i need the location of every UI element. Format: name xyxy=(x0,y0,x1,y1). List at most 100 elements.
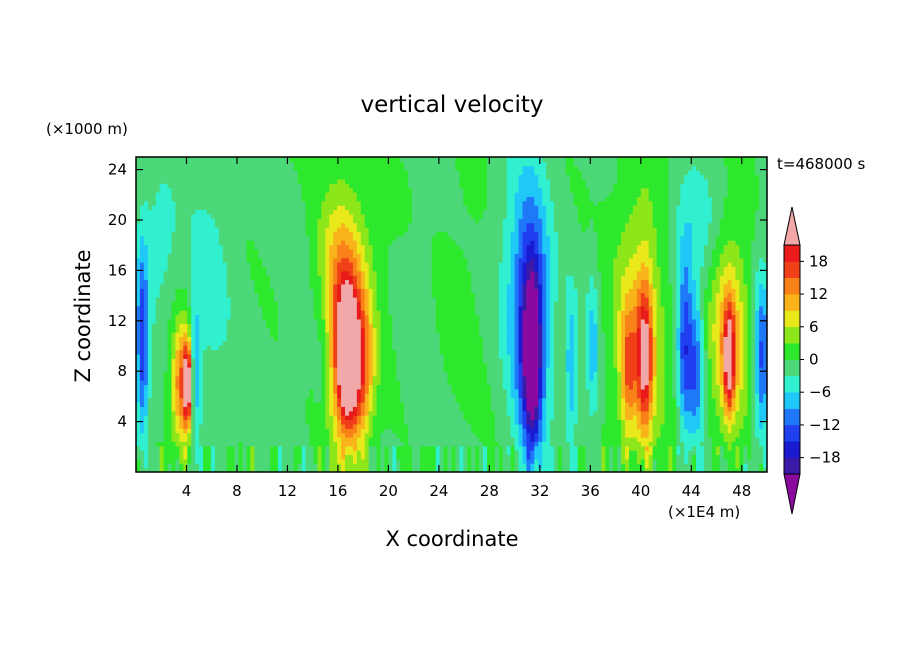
heatmap-cell xyxy=(652,367,658,372)
heatmap-cell xyxy=(171,406,177,412)
heatmap-cell xyxy=(656,450,662,456)
heatmap-cell xyxy=(183,463,188,469)
heatmap-cell xyxy=(506,402,512,407)
heatmap-cell xyxy=(668,423,673,429)
heatmap-cell xyxy=(431,467,437,472)
heatmap-cell xyxy=(392,388,397,394)
heatmap-cell xyxy=(214,345,220,351)
heatmap-cell xyxy=(676,349,681,355)
heatmap-cell xyxy=(293,406,299,412)
heatmap-cell xyxy=(475,393,480,399)
heatmap-cell xyxy=(345,393,350,399)
heatmap-cell xyxy=(254,345,259,351)
heatmap-cell xyxy=(412,419,417,425)
heatmap-cell xyxy=(333,388,338,394)
heatmap-cell xyxy=(348,445,354,451)
heatmap-cell xyxy=(707,463,713,469)
heatmap-cell xyxy=(250,358,255,364)
heatmap-cell xyxy=(151,384,157,390)
heatmap-cell xyxy=(210,463,216,469)
heatmap-cell xyxy=(439,336,445,342)
heatmap-cell xyxy=(597,410,602,416)
heatmap-cell xyxy=(218,406,224,412)
heatmap-cell xyxy=(479,340,484,346)
heatmap-cell xyxy=(305,367,311,372)
heatmap-cell xyxy=(494,463,500,469)
heatmap-cell xyxy=(337,428,342,434)
heatmap-cell xyxy=(644,450,650,456)
heatmap-cell xyxy=(159,419,165,425)
heatmap-cell xyxy=(404,445,409,451)
heatmap-cell xyxy=(234,371,240,377)
heatmap-cell xyxy=(621,380,626,386)
heatmap-cell xyxy=(475,340,480,346)
heatmap-cell xyxy=(593,432,599,438)
heatmap-cell xyxy=(380,384,386,390)
heatmap-cell xyxy=(463,353,468,359)
heatmap-cell xyxy=(416,406,421,412)
heatmap-cell xyxy=(147,463,153,469)
heatmap-cell xyxy=(723,358,729,364)
heatmap-cell xyxy=(242,388,248,394)
heatmap-cell xyxy=(486,362,492,368)
heatmap-cell xyxy=(613,367,618,372)
heatmap-cell xyxy=(416,336,421,342)
heatmap-cell xyxy=(143,458,149,464)
heatmap-cell xyxy=(518,415,524,421)
heatmap-cell xyxy=(396,415,401,421)
heatmap-cell xyxy=(337,441,342,447)
heatmap-cell xyxy=(585,419,591,425)
heatmap-cell xyxy=(175,336,180,342)
heatmap-cell xyxy=(609,358,614,364)
heatmap-cell xyxy=(191,463,196,469)
heatmap-cell xyxy=(214,393,220,399)
heatmap-cell xyxy=(147,353,153,359)
heatmap-cell xyxy=(550,375,555,381)
heatmap-cell xyxy=(542,406,547,412)
heatmap-cell xyxy=(337,362,342,368)
heatmap-cell xyxy=(711,450,717,456)
heatmap-cell xyxy=(329,340,334,346)
heatmap-cell xyxy=(554,419,559,425)
heatmap-cell xyxy=(621,367,626,372)
heatmap-cell xyxy=(341,432,346,438)
heatmap-cell xyxy=(250,458,255,464)
heatmap-cell xyxy=(514,454,520,460)
heatmap-cell xyxy=(498,353,504,359)
heatmap-cell xyxy=(364,445,370,451)
heatmap-cell xyxy=(557,349,563,355)
heatmap-cell xyxy=(376,441,382,447)
heatmap-cell xyxy=(546,380,551,386)
heatmap-cell xyxy=(763,358,767,364)
heatmap-cell xyxy=(183,415,188,421)
heatmap-cell xyxy=(285,432,291,438)
heatmap-cell xyxy=(313,371,319,377)
heatmap-cell xyxy=(214,362,220,368)
heatmap-cell xyxy=(404,388,409,394)
heatmap-cell xyxy=(348,340,354,346)
heatmap-cell xyxy=(672,384,677,390)
heatmap-cell xyxy=(195,367,200,372)
heatmap-cell xyxy=(455,353,460,359)
heatmap-cell xyxy=(222,397,228,403)
heatmap-cell xyxy=(443,432,449,438)
heatmap-cell xyxy=(155,410,161,416)
heatmap-cell xyxy=(136,454,141,460)
heatmap-cell xyxy=(348,415,354,421)
heatmap-cell xyxy=(561,428,567,434)
heatmap-cell xyxy=(400,388,405,394)
heatmap-cell xyxy=(392,454,397,460)
heatmap-cell xyxy=(735,358,740,364)
heatmap-cell xyxy=(747,445,752,451)
heatmap-cell xyxy=(743,393,748,399)
heatmap-cell xyxy=(486,388,492,394)
heatmap-cell xyxy=(463,415,468,421)
heatmap-cell xyxy=(376,467,382,472)
heatmap-cell xyxy=(254,454,259,460)
heatmap-cell xyxy=(175,467,180,472)
heatmap-cell xyxy=(266,428,271,434)
heatmap-cell xyxy=(254,332,259,337)
heatmap-cell xyxy=(652,423,658,429)
heatmap-cell xyxy=(325,437,330,442)
heatmap-cell xyxy=(759,458,764,464)
